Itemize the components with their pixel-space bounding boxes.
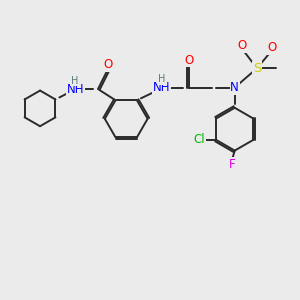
Text: F: F	[228, 158, 235, 171]
Text: O: O	[184, 54, 193, 67]
Text: NH: NH	[153, 81, 171, 94]
Text: H: H	[70, 76, 78, 86]
Text: S: S	[253, 62, 261, 75]
Text: O: O	[238, 40, 247, 52]
Text: NH: NH	[67, 82, 84, 96]
Text: H: H	[158, 74, 166, 84]
Text: N: N	[230, 81, 239, 94]
Text: O: O	[104, 58, 113, 71]
Text: O: O	[267, 41, 277, 54]
Text: Cl: Cl	[194, 134, 205, 146]
